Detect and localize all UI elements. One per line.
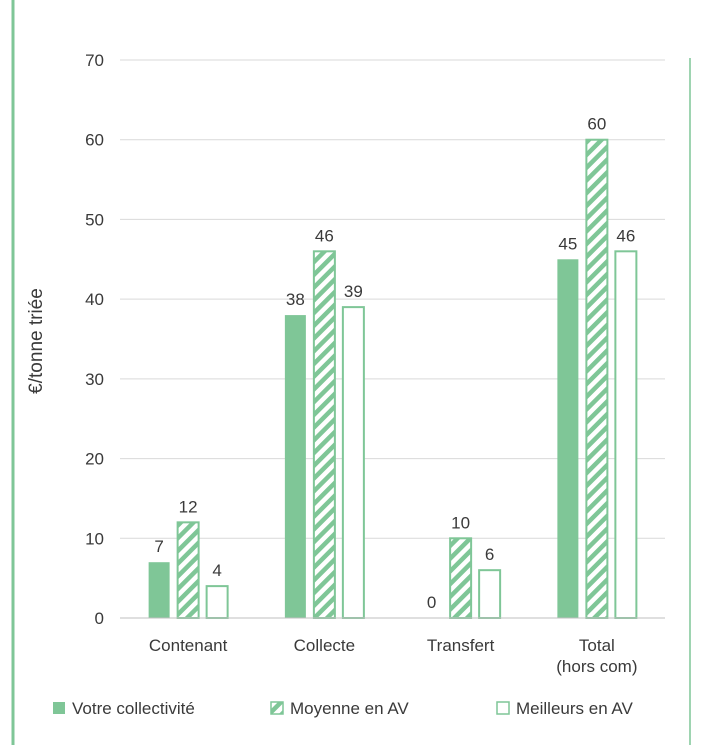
data-label: 38	[286, 290, 305, 309]
y-tick-label: 60	[85, 131, 104, 150]
y-axis-ticks: 0 10 20 30 40 50 60 70	[85, 51, 104, 628]
bar-outline	[205, 585, 229, 619]
bar-hatched	[176, 521, 200, 619]
data-label: 39	[344, 282, 363, 301]
x-tick-label: Contenant	[149, 636, 228, 655]
y-tick-label: 20	[85, 450, 104, 469]
bar-solid	[557, 259, 579, 618]
y-tick-label: 30	[85, 370, 104, 389]
data-label: 6	[485, 545, 494, 564]
x-tick-label: (hors com)	[556, 657, 637, 676]
legend-swatch-hatched	[270, 701, 284, 715]
x-tick-label: Collecte	[294, 636, 355, 655]
bar-hatched	[449, 537, 473, 619]
bar-hatched	[585, 138, 609, 619]
bar-outline	[478, 569, 502, 620]
bar-solid	[284, 315, 306, 618]
data-label: 46	[616, 226, 635, 245]
bar-outline	[614, 250, 638, 619]
legend: Votre collectivité Moyenne en AV Meilleurs…	[53, 699, 634, 718]
bar-hatched	[312, 250, 336, 619]
bar-outline	[341, 306, 365, 619]
legend-label: Meilleurs en AV	[516, 699, 634, 718]
data-label: 10	[451, 513, 470, 532]
x-tick-label: Transfert	[427, 636, 495, 655]
x-tick-label: Total	[579, 636, 615, 655]
data-label: 4	[212, 561, 221, 580]
legend-swatch-outline	[496, 701, 510, 715]
grid-lines	[120, 59, 665, 539]
data-label: 46	[315, 226, 334, 245]
data-label: 45	[558, 234, 577, 253]
data-labels: 7 12 4 38 46 39 0 10 6 45 60 46	[154, 115, 635, 612]
y-tick-label: 50	[85, 210, 104, 229]
data-label: 12	[179, 497, 198, 516]
data-label: 60	[587, 115, 606, 134]
legend-swatch-solid	[53, 702, 65, 714]
y-axis-label: €/tonne triée	[26, 288, 47, 394]
y-tick-label: 40	[85, 290, 104, 309]
y-tick-label: 0	[95, 609, 104, 628]
data-label: 7	[154, 537, 163, 556]
x-axis-ticks: Contenant Collecte Transfert Total (hors com…	[149, 636, 638, 676]
legend-label: Votre collectivité	[72, 699, 195, 718]
legend-label: Moyenne en AV	[290, 699, 409, 718]
y-tick-label: 10	[85, 529, 104, 548]
data-label: 0	[427, 593, 436, 612]
y-tick-label: 70	[85, 51, 104, 70]
bar-solid	[148, 562, 170, 618]
